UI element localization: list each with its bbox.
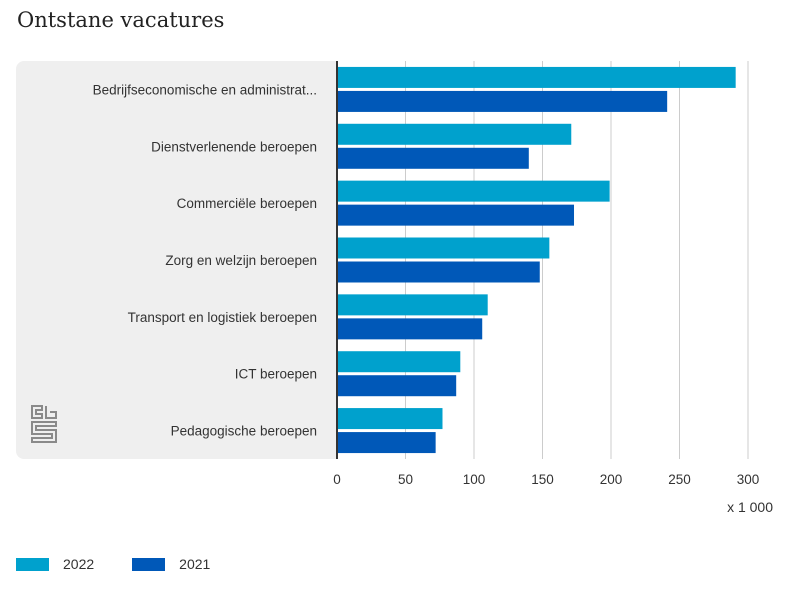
x-tick-label: 50	[398, 472, 413, 487]
legend-item-2021[interactable]: 2021	[132, 556, 210, 572]
x-tick-labels: 0 50 100 150 200 250 300	[333, 472, 759, 487]
bar-2021-3[interactable]	[337, 261, 540, 283]
x-tick-label: 0	[333, 472, 341, 487]
category-label: ICT beroepen	[235, 367, 317, 382]
x-tick-label: 150	[531, 472, 554, 487]
bar-2021-4[interactable]	[337, 318, 483, 340]
x-tick-label: 200	[600, 472, 623, 487]
bar-2022-3[interactable]	[337, 237, 550, 259]
category-label: Dienstverlenende beroepen	[151, 139, 317, 154]
category-label: Bedrijfseconomische en administrat...	[93, 82, 317, 97]
bar-2021-2[interactable]	[337, 204, 575, 226]
bar-2022-6[interactable]	[337, 408, 443, 430]
category-label: Commerciële beroepen	[177, 196, 317, 211]
bars	[337, 66, 736, 454]
legend-label-2022: 2022	[63, 556, 95, 572]
legend: 2022 2021	[16, 556, 248, 572]
legend-swatch-2022	[16, 557, 49, 571]
bar-2022-1[interactable]	[337, 123, 572, 145]
x-tick-label: 300	[737, 472, 760, 487]
x-tick-label: 100	[463, 472, 486, 487]
x-tick-label: 250	[668, 472, 691, 487]
bar-2021-6[interactable]	[337, 432, 436, 454]
legend-swatch-2021	[132, 557, 166, 571]
category-label: Pedagogische beroepen	[171, 424, 317, 439]
category-label: Zorg en welzijn beroepen	[165, 253, 317, 268]
bar-2021-5[interactable]	[337, 375, 457, 397]
bar-2021-0[interactable]	[337, 90, 668, 112]
category-labels: Bedrijfseconomische en administrat... Die…	[93, 82, 317, 438]
bar-2022-5[interactable]	[337, 351, 461, 373]
bar-2022-2[interactable]	[337, 180, 610, 202]
cbs-logo-icon	[31, 405, 57, 443]
bar-2021-1[interactable]	[337, 147, 529, 169]
category-label-panel	[16, 61, 337, 459]
bar-2022-4[interactable]	[337, 294, 488, 316]
category-label: Transport en logistiek beroepen	[128, 310, 317, 325]
legend-item-2022[interactable]: 2022	[16, 556, 94, 572]
bar-2022-0[interactable]	[337, 66, 736, 88]
chart-title: Ontstane vacatures	[17, 8, 225, 32]
legend-label-2021: 2021	[179, 556, 211, 572]
gridlines	[405, 61, 749, 459]
x-axis-unit-label: x 1 000	[727, 499, 773, 515]
